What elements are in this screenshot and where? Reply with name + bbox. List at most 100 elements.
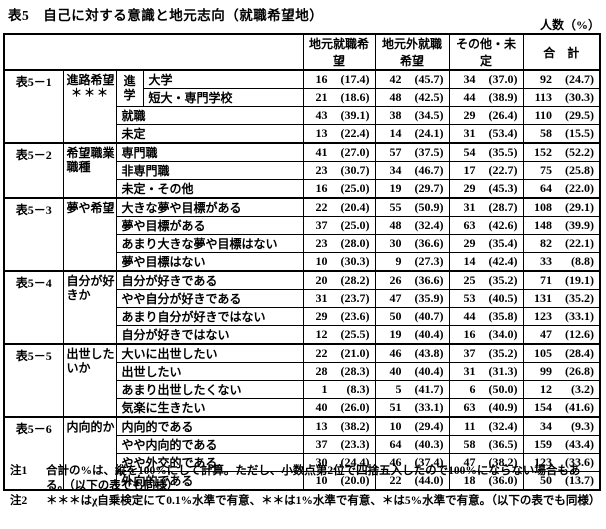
table-row: 外向的である 10 (20.0) 22 (44.0) 18 (36.0) 50 (13.7) [4,471,601,491]
count-percent-cell: 131 (35.2) [522,289,601,308]
count-percent-cell: 152 (52.2) [522,142,601,162]
row-item-label: 内向的である [115,416,304,436]
count-percent-cell: 22 (21.0) [302,343,376,363]
count-percent-cell: 28 (28.3) [302,362,376,381]
count-percent-cell: 12 (3.2) [522,380,601,399]
footnote-label: 注2 [10,495,28,507]
count-percent-cell: 82 (22.1) [522,234,601,253]
count-percent-cell: 46 (37.4) [374,453,450,472]
count-percent-cell: 92 (24.7) [522,69,601,89]
table-body: 表5－1 進路希望 ＊＊＊進学大学 16 (17.4) 42 (45.7) 34 (37.0) 9… [3,69,601,491]
count-percent-cell: 25 (35.2) [448,270,524,290]
survey-table: 地元就職希望 地元外就職希望 その他・未定合 計 表5－1 進路希望 ＊＊＊進学大学 16… [3,33,601,491]
count-percent-cell: 18 (36.0) [448,471,524,491]
count-percent-cell: 113 (30.3) [522,88,601,107]
count-percent-cell: 40 (26.0) [302,398,376,418]
count-percent-cell: 37 (35.2) [448,343,524,363]
count-percent-cell: 22 (44.0) [374,471,450,491]
row-item-label: 未定 [115,124,304,144]
count-percent-cell: 50 (40.7) [374,307,450,326]
count-percent-cell: 23 (30.7) [302,161,376,180]
row-item-label: やや自分が好きである [115,289,304,308]
section-category: 自分が好きか [62,270,117,345]
count-percent-cell: 5 (41.7) [374,380,450,399]
row-item-label: 非専門職 [115,161,304,180]
footnote-text: ＊＊＊はχ自乗検定にて0.1%水準で有意、＊＊は1%水準で有意、＊は5%水準で有… [46,495,601,507]
footnote-text: 合計の%は、縦を100%にして計算。ただし、小数点第2位で四捨五入したので100… [46,465,581,492]
table-row: やや内向的である 37 (23.3) 64 (40.3) 58 (36.5) 159 (43.4… [4,435,601,454]
count-percent-cell: 14 (42.4) [448,252,524,272]
count-percent-cell: 40 (40.4) [374,362,450,381]
table-header: 地元就職希望 地元外就職希望 その他・未定合 計 [3,33,601,71]
table-row: 表5－1 進路希望 ＊＊＊進学大学 16 (17.4) 42 (45.7) 34 (37.0) 9… [3,69,601,144]
table-row: 夢や目標はない 10 (30.3) 9 (27.3) 14 (42.4) 33 (8.8) [4,252,601,272]
count-percent-cell: 48 (32.4) [374,216,450,235]
count-percent-cell: 16 (34.0) [448,325,524,345]
count-percent-cell: 64 (22.0) [522,179,601,199]
section-category: 内向的か [62,416,117,491]
count-percent-cell: 29 (23.6) [302,307,376,326]
count-percent-cell: 34 (37.0) [448,69,524,89]
table-row: 表5－2 希望職業職種 専門職 41 (27.0) 57 (37.5) 54 (35.5) 152… [3,142,601,199]
table-row: 未定・その他 16 (25.0) 19 (29.7) 29 (45.3) 64 (22.0) [4,179,601,199]
count-percent-cell: 71 (19.1) [522,270,601,290]
count-percent-cell: 154 (41.6) [522,398,601,418]
row-item-label: やや外交的である [115,453,304,472]
table-row: 表5－4 自分が好きか 自分が好きである 20 (28.2) 26 (36.6) 25 (35.… [3,270,601,345]
table-row: 就職 43 (39.1) 38 (34.5) 29 (26.4) 110 (29.5) [4,106,601,125]
column-header: 合 計 [522,33,601,71]
count-percent-cell: 12 (25.5) [302,325,376,345]
count-percent-cell: 48 (42.5) [374,88,450,107]
count-percent-cell: 42 (45.7) [374,69,450,89]
count-percent-cell: 29 (35.4) [448,234,524,253]
count-percent-cell: 55 (50.9) [374,197,450,217]
count-percent-cell: 10 (30.3) [302,252,376,272]
count-percent-cell: 123 (33.6) [522,453,601,472]
column-header: その他・未定 [448,33,524,71]
header-blank-cell [3,33,304,71]
row-item-label: 出世したい [115,362,304,381]
count-percent-cell: 26 (36.6) [374,270,450,290]
count-percent-cell: 43 (39.1) [302,106,376,125]
row-item-label: 気楽に生きたい [115,398,304,418]
section-label: 表5－2 [3,142,64,199]
count-percent-cell: 13 (38.2) [302,416,376,436]
table-title: 表5 自己に対する意識と地元志向（就職希望地） [8,8,324,23]
count-percent-cell: 13 (22.4) [302,124,376,144]
count-percent-cell: 44 (35.8) [448,307,524,326]
count-percent-cell: 19 (29.7) [374,179,450,199]
count-percent-cell: 41 (27.0) [302,142,376,162]
count-percent-cell: 105 (28.4) [522,343,601,363]
count-percent-cell: 34 (9.3) [522,416,601,436]
count-percent-cell: 10 (20.0) [302,471,376,491]
row-item-label: あまり自分が好きではない [115,307,304,326]
footnote: 注1 合計の%は、縦を100%にして計算。ただし、小数点第2位で四捨五入したので1… [10,464,602,494]
row-item-label: 大いに出世したい [115,343,304,363]
row-item-label: 未定・その他 [115,179,304,199]
column-header: 地元外就職希望 [374,33,450,71]
section-category: 夢や希望 [62,197,117,272]
row-item-label: 大きな夢や目標がある [115,197,304,217]
count-percent-cell: 50 (13.7) [522,471,601,491]
significance-stars: ＊＊＊ [71,87,110,100]
row-item-label: 就職 [115,106,304,125]
section-label: 表5－3 [3,197,64,272]
count-percent-cell: 159 (43.4) [522,435,601,454]
count-percent-cell: 108 (29.1) [522,197,601,217]
table-row: 表5－5 出世したいか 大いに出世したい 22 (21.0) 46 (43.8) 37 (35.… [3,343,601,418]
row-item-label: 専門職 [115,142,304,162]
column-header: 地元就職希望 [302,33,376,71]
footnote: 注2 ＊＊＊はχ自乗検定にて0.1%水準で有意、＊＊は1%水準で有意、＊は5%水準… [10,494,602,509]
count-percent-cell: 75 (25.8) [522,161,601,180]
count-percent-cell: 148 (39.9) [522,216,601,235]
count-percent-cell: 63 (40.9) [448,398,524,418]
count-percent-cell: 29 (26.4) [448,106,524,125]
table-row: あまり出世したくない 1 (8.3) 5 (41.7) 6 (50.0) 12 (3.2) [4,380,601,399]
count-percent-cell: 54 (35.5) [448,142,524,162]
count-percent-cell: 57 (37.5) [374,142,450,162]
section-label: 表5－5 [3,343,64,418]
count-percent-cell: 23 (28.0) [302,234,376,253]
count-percent-cell: 31 (31.3) [448,362,524,381]
count-percent-cell: 37 (23.3) [302,435,376,454]
count-percent-cell: 16 (17.4) [302,69,376,89]
